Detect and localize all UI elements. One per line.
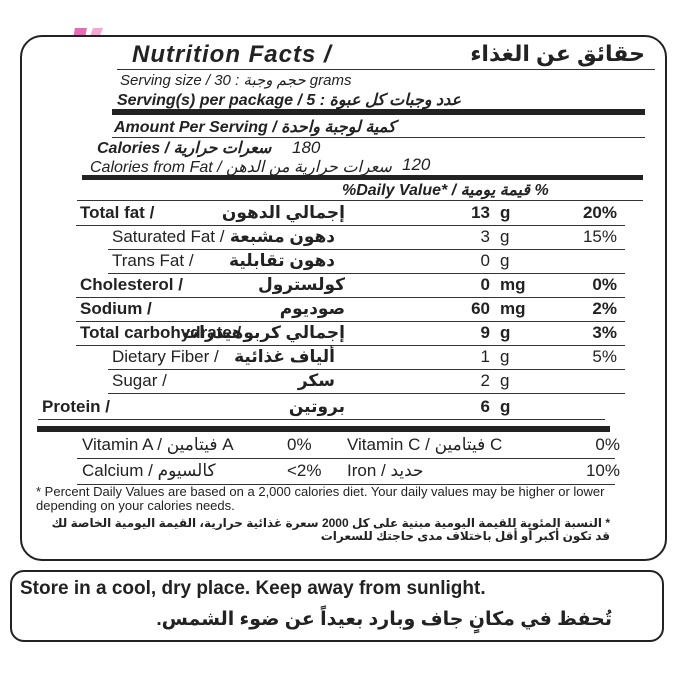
- row-rule: [108, 249, 625, 250]
- nutrient-row: Protein / بروتين 6 g: [22, 396, 665, 418]
- vitamin-dv: 0%: [287, 435, 312, 454]
- nutrient-unit: g: [500, 227, 510, 246]
- nutrition-label: Nutrition Facts / حقائق عن الغذاء Servin…: [20, 35, 667, 561]
- nutrient-amount: 1: [480, 347, 490, 366]
- calories-value: 180: [292, 138, 321, 157]
- nutrient-amount: 13: [471, 203, 490, 222]
- nutrient-row: Total fat / إجمالي الدهون 13 g 20%: [22, 202, 665, 224]
- nutrient-dv: 15%: [582, 227, 617, 246]
- nutrient-unit: mg: [500, 299, 526, 318]
- calories-from-fat-label: Calories from Fat / سعرات حرارية من الده…: [90, 159, 392, 176]
- dv-header: %Daily Value* / قيمة يومية %: [342, 182, 549, 199]
- nutrient-unit: g: [500, 347, 510, 366]
- nutrient-amount: 3: [480, 227, 490, 246]
- nutrient-name-en: Cholesterol /: [80, 275, 183, 294]
- nutrient-dv: 2%: [592, 299, 617, 318]
- nutrient-unit: g: [500, 251, 510, 270]
- nutrient-name-en: Saturated Fat /: [112, 227, 225, 246]
- row-rule: [77, 484, 615, 485]
- row-rule: [108, 369, 625, 370]
- nutrient-name-ar: إجمالي الدهون: [221, 203, 345, 222]
- nutrient-name-en: Total carbohydrate /: [80, 323, 242, 342]
- nutrient-unit: g: [500, 323, 511, 342]
- nutrient-row: Trans Fat / دهون تقابلية 0 g: [22, 250, 665, 272]
- row-rule: [76, 345, 625, 346]
- row-rule: [76, 321, 625, 322]
- storage-box: Store in a cool, dry place. Keep away fr…: [10, 570, 664, 642]
- nutrient-name-ar: صوديوم: [279, 299, 345, 318]
- nutrient-amount: 2: [480, 371, 490, 390]
- nutrient-name-ar: سكر: [297, 371, 335, 390]
- nutrient-unit: g: [500, 203, 511, 222]
- row-rule: [108, 273, 625, 274]
- title-ar: حقائق عن الغذاء: [470, 41, 645, 66]
- vitamin-dv: <2%: [287, 461, 322, 480]
- nutrient-amount: 60: [471, 299, 490, 318]
- amount-per-serving: Amount Per Serving / كمية لوجبة واحدة: [114, 119, 396, 136]
- nutrient-unit: g: [500, 371, 510, 390]
- nutrient-name-en: Trans Fat /: [112, 251, 194, 270]
- nutrient-name-ar: دهون مشبعة: [229, 227, 335, 246]
- nutrient-row: Dietary Fiber / ألياف غذائية 1 g 5%: [22, 346, 665, 368]
- serving-size: Serving size / حجم وجبة : 30 grams: [120, 72, 352, 89]
- nutrient-amount: 0: [480, 275, 490, 294]
- calories-from-fat-value: 120: [402, 155, 431, 174]
- vitamin-row: Calcium / كالسيوم <2% Iron / حديد 10%: [22, 460, 665, 482]
- vitamin-name: Vitamin C / فيتامين C: [347, 435, 503, 454]
- nutrient-name-ar: كولسترول: [257, 275, 345, 294]
- nutrient-amount: 6: [480, 397, 490, 416]
- nutrient-row: Sugar / سكر 2 g: [22, 370, 665, 392]
- nutrient-name-ar: دهون تقابلية: [229, 251, 335, 270]
- vitamin-name: Iron / حديد: [347, 461, 424, 480]
- footnote-ar: * النسبة المئوية للقيمة اليومية مبنية عل…: [51, 516, 610, 543]
- nutrient-dv: 3%: [592, 323, 617, 342]
- servings: Serving(s) per package / عدد وجبات كل عب…: [117, 92, 462, 109]
- nutrient-row: Cholesterol / كولسترول 0 mg 0%: [22, 274, 665, 296]
- vitamin-dv: 10%: [585, 461, 620, 480]
- vitamin-name: Calcium / كالسيوم: [82, 461, 216, 480]
- vitamin-dv: 0%: [595, 435, 620, 454]
- nutrient-name-ar: بروتين: [288, 397, 345, 416]
- title-en: Nutrition Facts /: [132, 41, 332, 68]
- footnote-en: * Percent Daily Values are based on a 2,…: [36, 484, 605, 513]
- nutrient-unit: mg: [500, 275, 526, 294]
- nutrient-name-en: Sodium /: [80, 299, 152, 318]
- nutrient-name-en: Dietary Fiber /: [112, 347, 219, 366]
- vitamin-row: Vitamin A / فيتامين A 0% Vitamin C / فيتام…: [22, 434, 665, 456]
- row-rule: [76, 225, 625, 226]
- nutrient-amount: 9: [480, 323, 490, 342]
- nutrient-name-en: Sugar /: [112, 371, 167, 390]
- nutrient-unit: g: [500, 397, 511, 416]
- calories-label: Calories / سعرات حرارية: [97, 140, 272, 157]
- nutrient-dv: 20%: [582, 203, 617, 222]
- row-rule: [76, 297, 625, 298]
- row-rule: [108, 393, 625, 394]
- nutrient-name-en: Total fat /: [80, 203, 155, 222]
- row-rule: [38, 419, 605, 420]
- storage-en: Store in a cool, dry place. Keep away fr…: [20, 578, 486, 599]
- row-rule: [77, 458, 615, 459]
- storage-ar: تُحفظ في مكانٍ جاف وبارد بعيداً عن ضوء ا…: [156, 609, 612, 630]
- nutrient-name-ar: إجمالي كربوهيدرات: [182, 323, 345, 342]
- nutrient-dv: 0%: [592, 275, 617, 294]
- nutrient-name-en: Protein /: [42, 397, 111, 416]
- nutrient-dv: 5%: [592, 347, 617, 366]
- vitamin-name: Vitamin A / فيتامين A: [82, 435, 234, 454]
- nutrient-name-ar: ألياف غذائية: [234, 347, 335, 366]
- nutrient-row: Saturated Fat / دهون مشبعة 3 g 15%: [22, 226, 665, 248]
- nutrient-row: Sodium / صوديوم 60 mg 2%: [22, 298, 665, 320]
- nutrient-row: Total carbohydrate / إجمالي كربوهيدرات 9 g 3…: [22, 322, 665, 344]
- nutrient-amount: 0: [480, 251, 490, 270]
